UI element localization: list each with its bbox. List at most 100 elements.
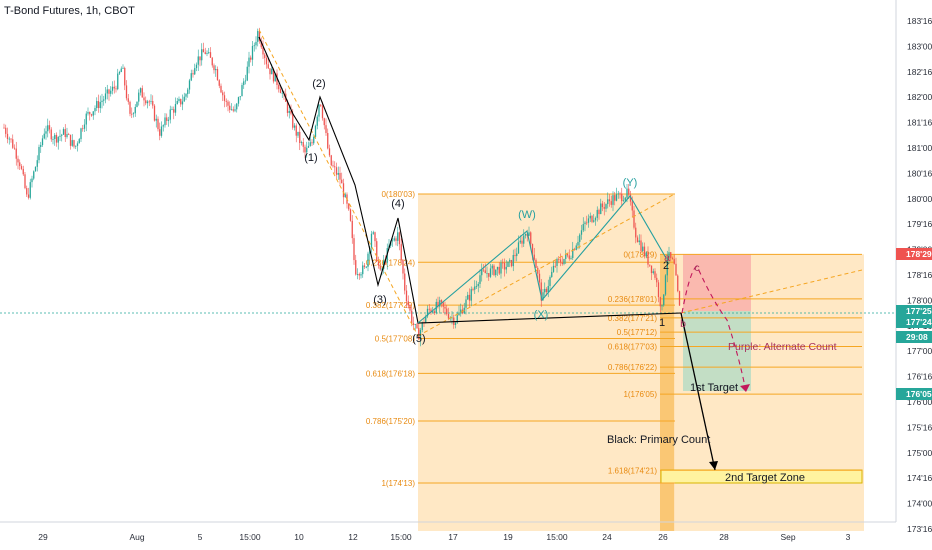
- candle-body: [510, 260, 513, 267]
- candle-body: [192, 73, 194, 75]
- price-tag: [896, 331, 932, 343]
- candles-group: [3, 27, 681, 347]
- candle-body: [640, 240, 642, 251]
- candle-body: [334, 166, 336, 168]
- candle-body: [97, 101, 100, 109]
- candle-body: [311, 142, 313, 144]
- price-tag-label: 177'24: [906, 317, 932, 327]
- price-tick-label: 183'00: [907, 41, 932, 51]
- wave-label-alternate: a: [664, 252, 670, 264]
- candle-body: [365, 266, 367, 268]
- candle-body: [150, 101, 152, 102]
- candle-body: [155, 118, 157, 121]
- candle-body: [122, 67, 124, 69]
- candle-body: [537, 267, 539, 274]
- candle-body: [220, 85, 222, 93]
- candle-body: [498, 266, 500, 274]
- candle-body: [41, 138, 44, 145]
- candle-body: [204, 52, 206, 54]
- candle-body: [524, 233, 527, 236]
- candle-body: [157, 118, 159, 130]
- price-tick-label: 175'16: [907, 422, 932, 432]
- candle-body: [115, 88, 117, 90]
- candle-body: [195, 64, 198, 69]
- candle-body: [507, 261, 509, 267]
- price-tick-label: 179'16: [907, 219, 932, 229]
- candle-body: [190, 73, 192, 81]
- candle-body: [372, 232, 374, 234]
- candle-body: [176, 101, 178, 105]
- candle-body: [318, 104, 320, 117]
- candle-body: [540, 282, 542, 301]
- price-tag: [896, 316, 932, 328]
- candle-body: [73, 140, 75, 147]
- candle-body: [542, 292, 544, 301]
- candle-body: [146, 101, 149, 104]
- candle-body: [12, 139, 14, 148]
- candle-body: [566, 253, 569, 256]
- candle-body: [437, 301, 439, 307]
- candle-body: [94, 108, 96, 112]
- candle-body: [594, 217, 597, 221]
- candle-body: [575, 245, 577, 250]
- candle-body: [668, 252, 670, 258]
- candle-body: [202, 49, 205, 53]
- candle-body: [643, 246, 646, 257]
- candle-body: [194, 68, 196, 75]
- candle-body: [248, 57, 250, 67]
- alternate-arrowhead: [740, 384, 750, 392]
- candle-body: [188, 80, 191, 90]
- price-tick-label: 177'00: [907, 346, 932, 356]
- wave-label-primary: (1): [304, 152, 317, 164]
- candle-body: [3, 127, 5, 129]
- candle-body: [414, 324, 416, 325]
- candle-body: [141, 88, 143, 98]
- candle-body: [533, 254, 535, 260]
- candle-body: [397, 232, 399, 241]
- candle-body: [223, 95, 226, 101]
- candle-body: [652, 271, 654, 274]
- candle-body: [17, 158, 19, 163]
- candle-body: [486, 273, 488, 274]
- candle-body: [304, 146, 306, 153]
- candle-body: [208, 52, 210, 54]
- time-tick-label: 10: [294, 532, 304, 542]
- candle-body: [19, 162, 21, 167]
- candle-body: [374, 232, 376, 242]
- candle-body: [605, 204, 607, 209]
- price-tick-label: 182'00: [907, 92, 932, 102]
- price-tick-label: 174'00: [907, 499, 932, 509]
- candle-body: [607, 199, 609, 205]
- candle-body: [33, 171, 35, 179]
- time-tick-label: 19: [503, 532, 513, 542]
- candle-body: [325, 125, 327, 134]
- candle-body: [187, 89, 189, 95]
- candle-body: [160, 126, 163, 136]
- price-tick-label: 178'16: [907, 270, 932, 280]
- candle-body: [281, 92, 283, 94]
- chart-title: T-Bond Futures, 1h, CBOT: [4, 5, 135, 17]
- candle-body: [402, 260, 404, 274]
- candle-body: [215, 69, 217, 71]
- price-tick-label: 182'16: [907, 67, 932, 77]
- candle-body: [545, 288, 548, 293]
- candle-body: [103, 99, 105, 101]
- candle-body: [412, 323, 415, 325]
- candle-body: [299, 131, 301, 144]
- candle-body: [678, 291, 681, 306]
- candle-body: [139, 88, 142, 93]
- candle-body: [568, 255, 570, 259]
- candle-body: [551, 271, 553, 278]
- candle-body: [54, 134, 56, 139]
- candle-body: [15, 148, 17, 159]
- candle-body: [171, 109, 173, 110]
- time-tick-label: 5: [198, 532, 203, 542]
- candle-body: [601, 203, 604, 208]
- candle-body: [40, 144, 42, 147]
- candle-body: [509, 260, 511, 262]
- candle-body: [234, 109, 236, 111]
- candle-body: [671, 257, 674, 260]
- candle-body: [666, 257, 668, 276]
- candle-body: [162, 125, 164, 127]
